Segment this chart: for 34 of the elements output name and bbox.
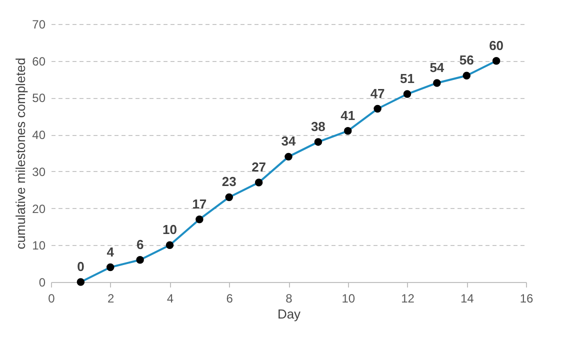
data-label: 23 xyxy=(222,174,236,190)
data-label: 54 xyxy=(430,60,445,75)
data-label: 47 xyxy=(370,86,385,101)
x-tick-label: 2 xyxy=(108,292,115,306)
data-label: 4 xyxy=(106,244,115,260)
y-tick-label: 60 xyxy=(32,54,46,68)
x-tick-label: 14 xyxy=(460,292,474,306)
x-tick-label: 12 xyxy=(401,292,415,306)
data-label: 38 xyxy=(310,118,326,134)
x-tick-label: 4 xyxy=(166,292,174,306)
data-label: 56 xyxy=(459,52,474,68)
x-tick-label: 0 xyxy=(48,292,56,306)
x-tick-label: 10 xyxy=(342,292,356,306)
data-label: 51 xyxy=(400,71,414,86)
data-label: 60 xyxy=(489,38,504,53)
data-label: 10 xyxy=(162,222,177,238)
data-label: 41 xyxy=(340,108,356,123)
x-tick-label: 16 xyxy=(520,292,534,306)
y-tick-label: 70 xyxy=(32,18,46,32)
y-axis-title: cumulative milestones completed xyxy=(13,58,28,250)
y-tick-label: 50 xyxy=(32,91,46,106)
data-label: 34 xyxy=(281,134,296,149)
y-tick-label: 20 xyxy=(32,202,46,216)
x-axis-title: Day xyxy=(277,306,302,322)
x-tick-label: 6 xyxy=(226,292,234,306)
data-label: 0 xyxy=(77,259,84,274)
data-label: 6 xyxy=(136,236,144,252)
x-tick-label: 8 xyxy=(286,292,293,306)
y-tick-label: 0 xyxy=(38,276,46,290)
y-tick-label: 30 xyxy=(32,164,46,179)
y-tick-label: 10 xyxy=(32,238,46,253)
data-label: 27 xyxy=(252,159,266,174)
data-label: 17 xyxy=(192,196,207,212)
y-tick-label: 40 xyxy=(32,128,46,142)
